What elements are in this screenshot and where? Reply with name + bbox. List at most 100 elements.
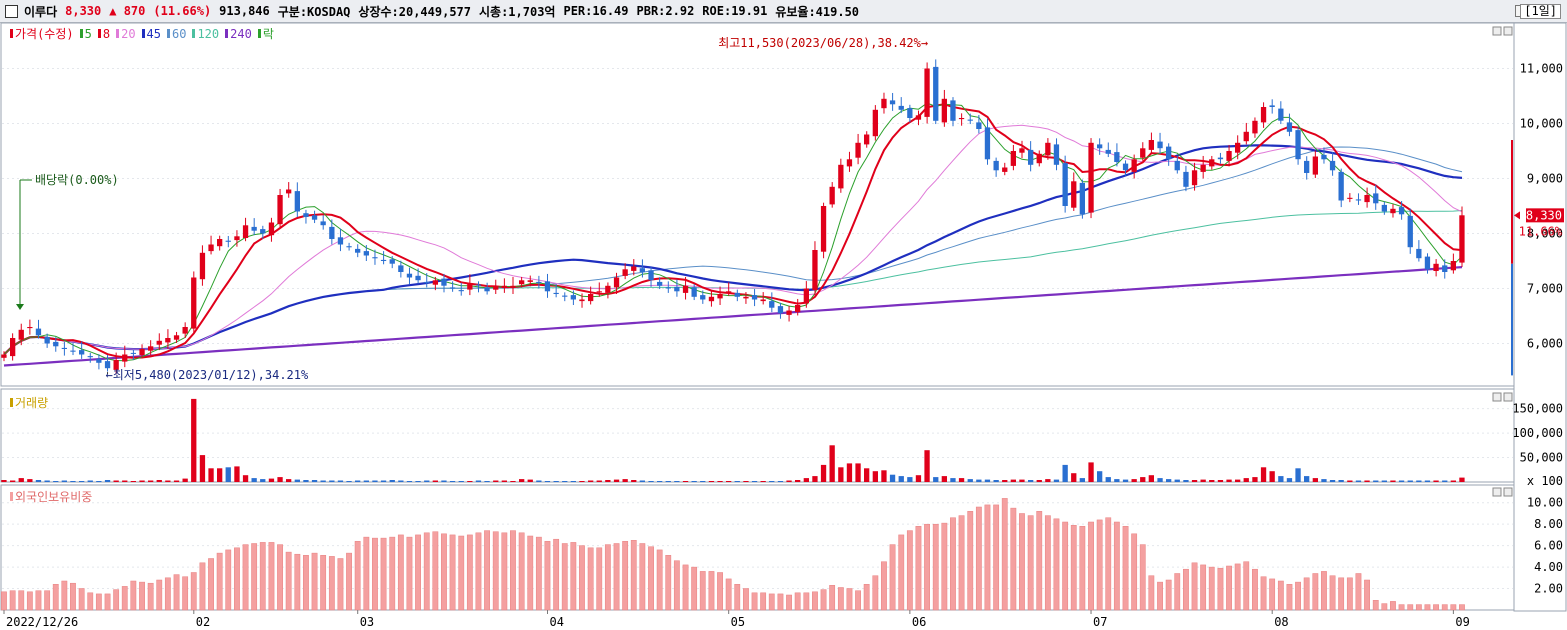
select-checkbox[interactable]: [5, 4, 18, 18]
foreign-ratio-bar: [777, 593, 784, 611]
price-candle: [122, 354, 128, 362]
volume-bar: [984, 479, 991, 482]
pane-restore-icon[interactable]: [1492, 26, 1502, 36]
volume-bar: [458, 481, 464, 482]
foreign-legend-swatch: [10, 492, 13, 501]
volume-bar: [1131, 479, 1137, 482]
pane-close-icon[interactable]: [1503, 392, 1513, 402]
foreign-ratio-bar: [199, 562, 206, 611]
volume-bar: [1243, 478, 1249, 482]
volume-bar: [441, 480, 447, 482]
price-candle: [1304, 160, 1310, 173]
price-candle: [734, 292, 740, 297]
volume-bar: [674, 481, 680, 482]
price-candle: [708, 296, 715, 302]
price-candle: [898, 105, 904, 110]
volume-legend-swatch: [10, 398, 13, 407]
price-candle: [1071, 181, 1077, 208]
price-candle: [449, 287, 456, 289]
foreign-ratio-bar: [70, 582, 76, 611]
price-candle: [268, 222, 275, 236]
foreign-ratio-bar: [87, 592, 94, 611]
volume-bar: [855, 463, 861, 482]
pane-close-icon[interactable]: [1503, 487, 1513, 497]
volume-bar: [1200, 479, 1206, 482]
price-candle: [311, 215, 318, 220]
volume-bar: [1398, 480, 1405, 482]
foreign-ratio-bar: [993, 504, 1000, 611]
price-candle: [536, 281, 542, 283]
foreign-ratio-bar: [121, 586, 128, 611]
price-candle: [726, 291, 732, 293]
x-axis-label: 04: [550, 615, 564, 629]
volume-bar: [1183, 480, 1189, 482]
price-legend-label: 가격(수정): [15, 27, 74, 41]
foreign-ratio-bar: [1157, 581, 1163, 611]
price-candle: [493, 285, 499, 290]
chart-canvas[interactable]: 11,000 10,000 9,000 8,000 7,000 6,000 150,000 1…: [0, 22, 1567, 630]
volume-bar: [1122, 479, 1129, 482]
price-axis-label: 8,000: [1527, 227, 1563, 241]
volume-bar: [346, 481, 352, 482]
volume-bar: [1260, 467, 1267, 482]
volume-bar: [61, 480, 67, 482]
period-selector[interactable]: [1일]: [1520, 4, 1561, 19]
foreign-ratio-bar: [1381, 603, 1388, 611]
foreign-ratio-bar: [975, 506, 982, 611]
volume-bar: [993, 480, 999, 482]
foreign-ratio-bar: [699, 571, 706, 611]
price-candle: [631, 266, 637, 271]
price-candle: [691, 287, 697, 297]
foreign-ratio-bar: [1286, 584, 1293, 611]
volume-bar: [682, 481, 689, 482]
price-legend-swatch: [79, 29, 83, 38]
price-candle: [639, 268, 645, 272]
price-candle: [1355, 199, 1362, 201]
volume-bar: [846, 463, 853, 482]
foreign-ratio-bar: [579, 545, 585, 611]
volume-bar: [950, 478, 956, 482]
price-candle: [61, 347, 67, 349]
volume-bar: [1364, 480, 1370, 482]
price-candle: [1019, 148, 1025, 153]
x-axis-label: 02: [196, 615, 210, 629]
volume-bar: [1174, 479, 1180, 482]
x-axis-label: 06: [912, 615, 926, 629]
dividend-arrow-icon: [16, 304, 24, 310]
price-legend-label: 45: [146, 26, 161, 41]
foreign-ratio-bar: [397, 534, 404, 611]
foreign-ratio-bar: [1243, 561, 1250, 611]
price-candle: [156, 340, 162, 345]
price-candle: [1338, 171, 1344, 201]
price-candle: [657, 281, 663, 286]
foreign-ratio-bar: [9, 590, 16, 611]
pane-restore-icon[interactable]: [1492, 392, 1502, 402]
volume-bar: [1114, 479, 1120, 482]
foreign-ratio-bar: [1303, 577, 1310, 611]
price-candle: [924, 68, 930, 117]
volume-bar: [130, 481, 136, 482]
volume-bar: [432, 480, 438, 482]
dividend-annotation: 배당락(0.00%): [35, 173, 119, 187]
foreign-ratio-bar: [1122, 526, 1129, 611]
volume-bar: [907, 477, 913, 482]
foreign-ratio-bar: [743, 588, 749, 611]
pane-close-icon[interactable]: [1503, 26, 1513, 36]
price-candle: [225, 240, 231, 242]
price-candle: [1278, 108, 1284, 121]
volume-bar: [173, 480, 180, 482]
price-candle: [475, 284, 482, 286]
price-candle: [1088, 142, 1094, 213]
volume-bar: [743, 481, 749, 482]
foreign-ratio-bar: [190, 572, 197, 611]
price-candle: [562, 295, 568, 297]
foreign-ratio-bar: [182, 576, 189, 611]
foreign-ratio-bar: [242, 544, 249, 611]
pane-restore-icon[interactable]: [1492, 487, 1502, 497]
price-candle: [398, 265, 404, 272]
price-candle: [812, 250, 818, 291]
price-legend-label: 120: [197, 26, 220, 41]
foreign-ratio-bar: [139, 581, 145, 611]
price-candle: [1364, 195, 1370, 203]
price-candle: [846, 159, 853, 167]
